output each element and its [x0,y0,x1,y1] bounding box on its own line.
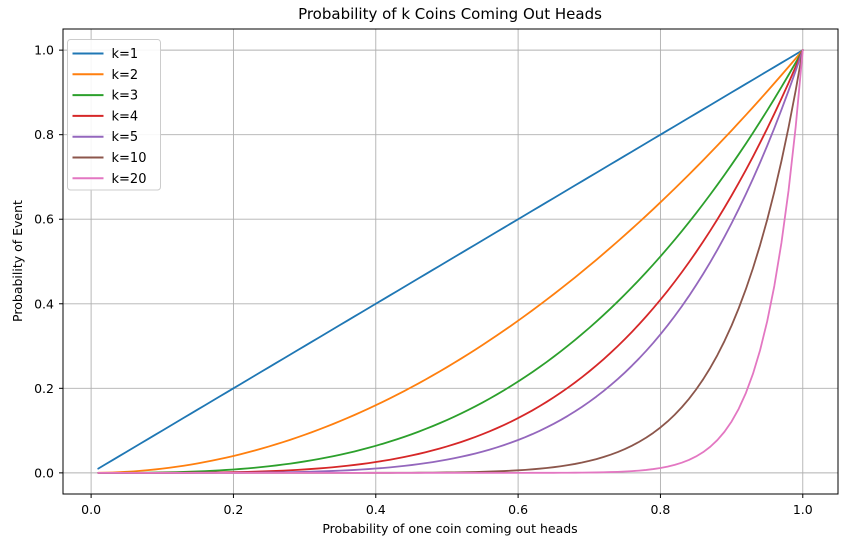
series-line-k3 [97,49,804,474]
legend-label: k=5 [112,130,139,145]
x-tick-label: 1.0 [793,502,813,517]
y-tick-label: 0.6 [34,212,54,227]
legend-label: k=2 [112,68,139,83]
x-tick-label: 0.4 [366,502,386,517]
series-line-k2 [97,49,804,474]
y-tick-label: 1.0 [34,43,54,58]
legend: k=1 k=2 k=3 k=4 k=5 k=10 k=20 [67,39,161,191]
ticks-layer: 0.0 0.2 0.4 0.6 0.8 1.0 0.0 0.2 0.4 0.6 0.8 1.0 [34,43,813,517]
y-tick-label: 0.0 [34,465,54,480]
y-tick-label: 0.8 [34,127,54,142]
x-tick-label: 0.2 [223,502,243,517]
series-line-k20 [97,49,804,474]
legend-box [67,39,161,191]
legend-label: k=10 [112,151,147,166]
x-tick-label: 0.6 [508,502,528,517]
series-line-k1 [97,49,804,470]
legend-label: k=20 [112,172,147,187]
x-tick-label: 0.8 [650,502,670,517]
x-axis-label: Probability of one coin coming out heads [322,521,577,536]
chart-title: Probability of k Coins Coming Out Heads [298,5,602,23]
y-tick-label: 0.2 [34,381,54,396]
plot-border [62,28,839,495]
legend-label: k=3 [112,89,139,104]
legend-label: k=1 [112,47,139,62]
series-layer [97,49,804,474]
y-axis-label: Probability of Event [10,200,25,322]
legend-label: k=4 [112,109,139,124]
x-tick-label: 0.0 [81,502,101,517]
y-tick-label: 0.4 [34,296,54,311]
